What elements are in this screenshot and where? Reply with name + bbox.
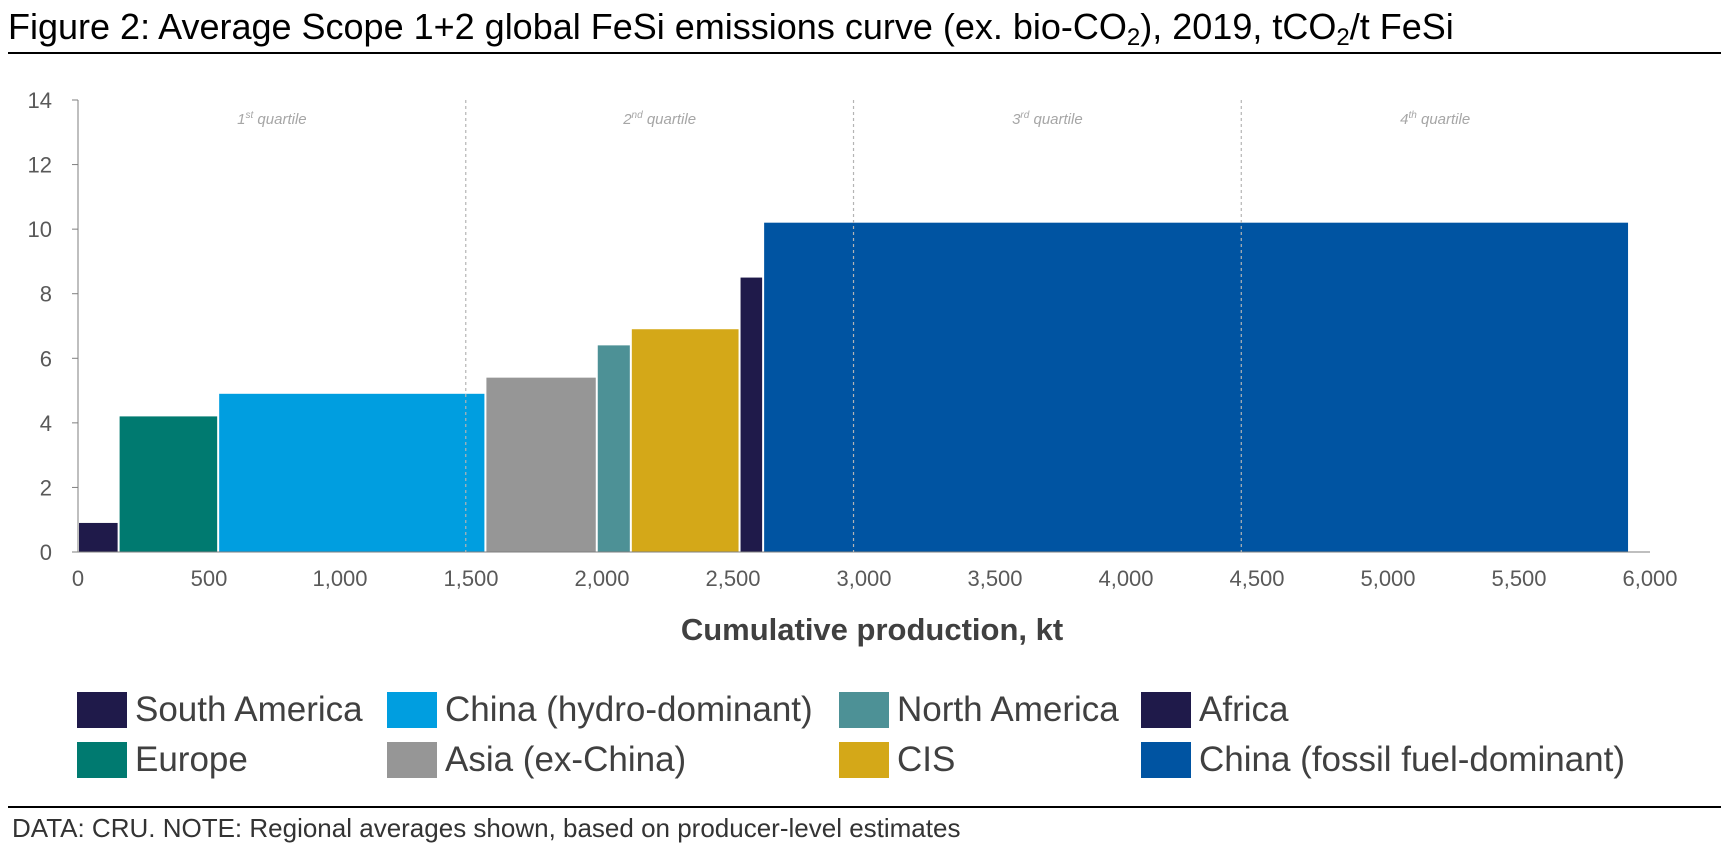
bar-china-fossil-fuel-dominant xyxy=(764,222,1629,552)
x-axis-title: Cumulative production, kt xyxy=(681,612,1063,647)
x-tick-label: 5,000 xyxy=(1360,566,1415,591)
legend-label: China (fossil fuel-dominant) xyxy=(1199,740,1626,779)
x-tick-label: 4,500 xyxy=(1229,566,1284,591)
quartile-label-1: 1st quartile xyxy=(237,110,307,128)
x-tick-label: 5,500 xyxy=(1491,566,1546,591)
legend: South America China (hydro-dominant) North… xyxy=(77,690,1717,800)
legend-swatch xyxy=(77,692,127,728)
legend-item-africa: Africa xyxy=(1141,690,1288,730)
bar-europe xyxy=(119,416,218,552)
x-tick-label: 6,000 xyxy=(1622,566,1677,591)
emissions-curve-chart: 0 2 4 6 8 10 12 14 0 500 1,000 1,500 2,000 2,500 3,000… xyxy=(28,88,1678,647)
legend-swatch xyxy=(387,692,437,728)
x-tick-label: 0 xyxy=(72,566,84,591)
legend-swatch xyxy=(1141,692,1191,728)
bar-cis xyxy=(631,329,739,552)
bar-asia-ex-china xyxy=(486,377,596,552)
y-tick-label: 10 xyxy=(28,217,52,242)
title-rule xyxy=(8,52,1721,54)
legend-item-europe: Europe xyxy=(77,740,248,780)
y-tick-label: 14 xyxy=(28,88,52,113)
chart-title: Figure 2: Average Scope 1+2 global FeSi … xyxy=(8,6,1454,51)
y-tick-label: 12 xyxy=(28,153,52,178)
legend-item-north-america: North America xyxy=(839,690,1119,730)
y-tick-label: 4 xyxy=(40,411,52,436)
legend-label: Europe xyxy=(135,740,248,779)
y-tick-label: 8 xyxy=(40,282,52,307)
legend-item-china-fossil-fuel-dominant: China (fossil fuel-dominant) xyxy=(1141,740,1625,780)
bar-south-america xyxy=(79,522,118,552)
quartile-label-2: 2nd quartile xyxy=(622,110,696,128)
x-tick-label: 3,000 xyxy=(836,566,891,591)
source-note: DATA: CRU. NOTE: Regional averages shown… xyxy=(12,813,961,843)
legend-item-asia-ex-china: Asia (ex-China) xyxy=(387,740,686,780)
legend-item-cis: CIS xyxy=(839,740,955,780)
legend-label: China (hydro-dominant) xyxy=(445,690,813,729)
legend-label: Africa xyxy=(1199,690,1289,729)
legend-label: South America xyxy=(135,690,363,729)
quartile-label-3: 3rd quartile xyxy=(1012,110,1083,128)
y-tick-label: 2 xyxy=(40,475,52,500)
x-tick-label: 2,000 xyxy=(574,566,629,591)
quartile-label-4: 4th quartile xyxy=(1400,110,1470,128)
legend-item-south-america: South America xyxy=(77,690,363,730)
legend-label: CIS xyxy=(897,740,956,779)
bar-china-hydro-dominant xyxy=(219,393,485,552)
x-tick-label: 2,500 xyxy=(705,566,760,591)
legend-label: Asia (ex-China) xyxy=(445,740,687,779)
legend-item-china-hydro-dominant: China (hydro-dominant) xyxy=(387,690,813,730)
y-tick-label: 6 xyxy=(40,346,52,371)
legend-label: North America xyxy=(897,690,1119,729)
y-tick-label: 0 xyxy=(40,540,52,565)
legend-swatch xyxy=(839,692,889,728)
x-tick-label: 500 xyxy=(191,566,228,591)
bar-africa xyxy=(740,277,763,552)
x-tick-label: 1,000 xyxy=(312,566,367,591)
legend-swatch xyxy=(387,742,437,778)
legend-swatch xyxy=(839,742,889,778)
x-tick-label: 4,000 xyxy=(1098,566,1153,591)
x-tick-label: 1,500 xyxy=(443,566,498,591)
legend-swatch xyxy=(77,742,127,778)
legend-swatch xyxy=(1141,742,1191,778)
x-tick-label: 3,500 xyxy=(967,566,1022,591)
bar-north-america xyxy=(597,345,630,552)
note-rule xyxy=(8,806,1721,808)
